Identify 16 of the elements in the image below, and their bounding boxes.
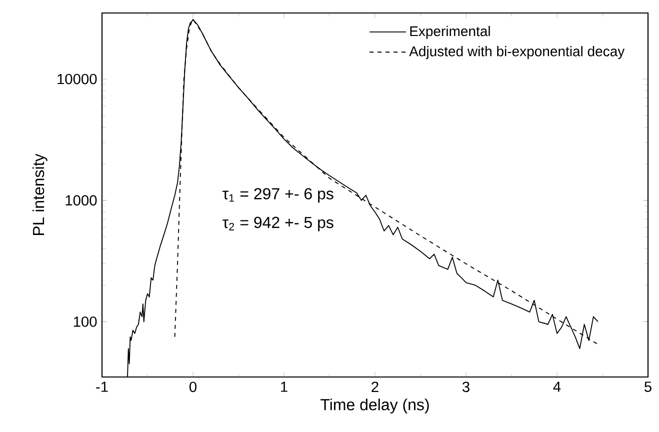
y-tick-label: 1000	[66, 195, 97, 206]
annotation: τ$_{2}$ = 942 +- 5 ps	[222, 216, 334, 232]
x-tick-label: 2	[372, 382, 378, 392]
legend-label: Experimental	[410, 26, 490, 39]
annotation: τ$_{1}$ = 297 +- 6 ps	[222, 188, 334, 203]
legend-label: Adjusted with bi-exponential decay	[409, 46, 625, 60]
x-axis-title: Time delay (ns)	[320, 398, 429, 414]
x-tick-label: 1	[281, 382, 288, 392]
x-tick-label: -1	[96, 382, 108, 392]
x-tick-label: 3	[462, 382, 470, 392]
x-tick-label: 5	[644, 382, 652, 392]
y-tick-label: 100	[74, 316, 97, 327]
x-tick-label: 4	[553, 382, 561, 392]
y-axis-title: PL intensity	[32, 154, 48, 236]
y-tick-label: 10000	[58, 74, 97, 84]
x-tick-label: 0	[189, 382, 196, 392]
